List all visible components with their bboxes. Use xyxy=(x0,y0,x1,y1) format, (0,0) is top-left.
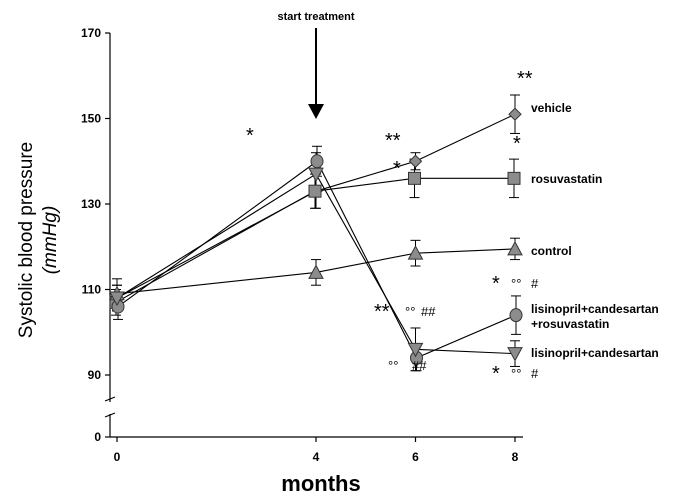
series-line xyxy=(116,113,516,299)
series-label-line: lisinopril+candesartan xyxy=(531,302,659,316)
y-axis-label-text: Systolic blood pressure xyxy=(16,142,37,338)
axis-break-mark-bottom xyxy=(104,412,116,418)
data-point xyxy=(308,184,322,198)
significance-marks: * ******** °° ##°° ##* °° #* °° # xyxy=(246,68,539,385)
data-point xyxy=(308,264,324,279)
data-point xyxy=(508,107,522,121)
series-line xyxy=(117,160,517,359)
significance-mark: ** xyxy=(517,68,533,90)
series-markers xyxy=(109,107,523,365)
series-label: lisinopril+candesartan +rosuvastatin xyxy=(531,302,659,331)
axes: 0 90 110 130 150 170 0 4 6 8 xyxy=(81,26,523,464)
significance-mark: * xyxy=(246,125,254,147)
series-label-line: vehicle xyxy=(531,101,572,115)
y-axis-label: Systolic blood pressure xyxy=(16,142,37,338)
series-line xyxy=(115,177,514,303)
significance-mark: °° xyxy=(405,304,415,319)
series-line xyxy=(116,173,516,355)
series-labels: vehicle rosuvastatin control lisinopril+can… xyxy=(531,101,659,360)
annotation-label: start treatment xyxy=(277,11,354,23)
series-label-line: rosuvastatin xyxy=(531,172,602,186)
significance-mark: ** xyxy=(385,130,401,152)
series-label: rosuvastatin xyxy=(531,172,602,186)
significance-mark: °° xyxy=(511,276,521,291)
y-tick-label: 170 xyxy=(81,26,101,40)
error-bars xyxy=(111,94,521,372)
data-point xyxy=(308,167,324,183)
x-tick-label: 6 xyxy=(412,450,419,464)
significance-mark: * xyxy=(492,273,500,295)
significance-mark: ## xyxy=(421,304,436,319)
axis-break-mark-top xyxy=(104,396,116,402)
data-point xyxy=(408,171,421,185)
significance-mark: * xyxy=(492,363,500,385)
series-label-line: lisinopril+candesartan xyxy=(531,346,659,360)
data-point xyxy=(407,245,424,260)
data-point xyxy=(509,308,523,323)
significance-mark: °° xyxy=(388,358,398,373)
data-point xyxy=(109,291,125,307)
significance-mark: * xyxy=(513,133,521,155)
y-axis-unit: (mmHg) xyxy=(40,206,61,275)
y-tick-label: 150 xyxy=(81,112,101,126)
significance-mark: °° xyxy=(511,366,521,381)
y-tick-label: 90 xyxy=(88,368,102,382)
series-label-line: +rosuvastatin xyxy=(531,317,609,331)
data-point xyxy=(407,342,424,358)
y-tick-label: 110 xyxy=(82,283,102,297)
series-label-line: control xyxy=(531,244,572,258)
data-point xyxy=(310,154,324,169)
annotation: start treatment xyxy=(277,11,355,119)
series-label: lisinopril+candesartan xyxy=(531,346,659,360)
significance-mark: ## xyxy=(412,358,427,373)
significance-mark: ** xyxy=(374,301,390,323)
data-point xyxy=(507,171,521,185)
significance-mark: # xyxy=(531,366,539,381)
data-point xyxy=(507,240,523,256)
significance-mark: * xyxy=(393,158,401,180)
x-tick-label: 8 xyxy=(512,450,519,464)
y-tick-label: 0 xyxy=(94,430,101,444)
series-label: control xyxy=(531,244,572,258)
x-tick-label: 0 xyxy=(114,450,121,464)
data-point xyxy=(507,347,523,362)
y-tick-label: 130 xyxy=(81,197,101,211)
significance-mark: # xyxy=(531,276,539,291)
data-point xyxy=(408,154,423,168)
annotation-arrow-head xyxy=(308,104,324,119)
series-label: vehicle xyxy=(531,101,572,115)
x-axis-label: months xyxy=(281,471,360,496)
series-lines xyxy=(115,113,517,359)
x-tick-label: 4 xyxy=(313,450,320,464)
